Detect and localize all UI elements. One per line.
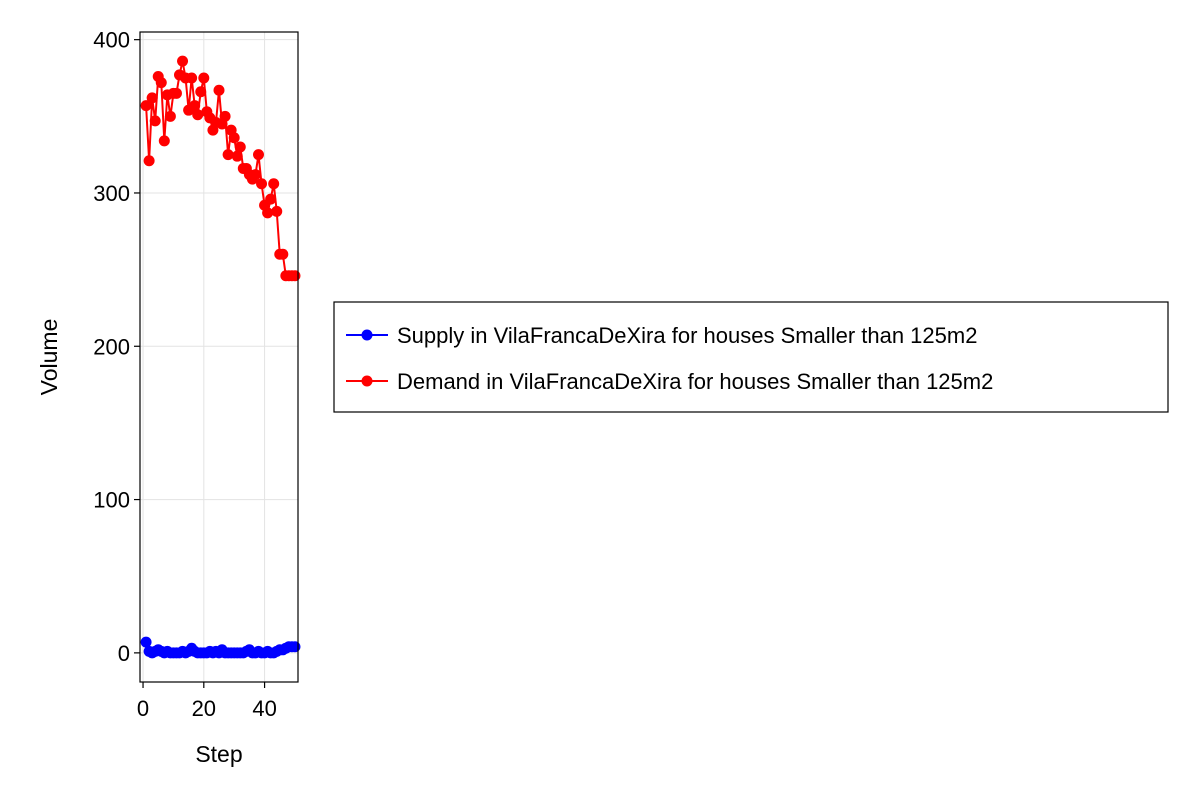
- x-tick-label: 0: [137, 696, 149, 721]
- y-tick-label: 200: [93, 334, 130, 359]
- data-point: [177, 55, 189, 67]
- data-point: [222, 149, 234, 161]
- y-tick-label: 0: [118, 641, 130, 666]
- data-point: [164, 110, 176, 122]
- grid-lines: [140, 32, 298, 682]
- data-point: [256, 178, 268, 190]
- data-point: [219, 110, 231, 122]
- y-tick-label: 300: [93, 181, 130, 206]
- legend-entry: Supply in VilaFrancaDeXira for houses Sm…: [346, 323, 977, 348]
- series-demand: [140, 55, 301, 282]
- plot-frame: [139, 31, 299, 683]
- data-point: [186, 72, 198, 84]
- legend-entry: Demand in VilaFrancaDeXira for houses Sm…: [346, 369, 993, 394]
- data-point: [234, 141, 246, 153]
- legend-items: Supply in VilaFrancaDeXira for houses Sm…: [346, 323, 993, 394]
- y-tick-label: 400: [93, 28, 130, 53]
- data-point: [231, 150, 243, 162]
- y-axis-label: Volume: [36, 319, 62, 396]
- data-point: [228, 132, 240, 144]
- data-point: [262, 207, 274, 219]
- data-point: [140, 100, 152, 112]
- data-point: [189, 100, 201, 112]
- data-point: [140, 636, 152, 648]
- data-point: [155, 77, 167, 89]
- data-point: [198, 72, 210, 84]
- legend-marker-swatch: [361, 375, 373, 387]
- series-supply: [140, 636, 301, 659]
- data-point: [149, 115, 161, 127]
- data-point: [146, 92, 158, 104]
- data-point: [249, 169, 261, 181]
- x-tick-label: 40: [252, 696, 276, 721]
- data-point: [289, 641, 301, 653]
- data-point: [253, 149, 264, 161]
- legend-label: Demand in VilaFrancaDeXira for houses Sm…: [397, 369, 993, 394]
- data-point: [170, 87, 182, 99]
- data-point: [268, 178, 280, 190]
- legend: Supply in VilaFrancaDeXira for houses Sm…: [333, 301, 1169, 413]
- data-point: [158, 135, 170, 147]
- legend-label: Supply in VilaFrancaDeXira for houses Sm…: [397, 323, 977, 348]
- data-point: [195, 86, 207, 98]
- y-tick-label: 100: [93, 488, 130, 513]
- data-point: [143, 155, 155, 167]
- data-point: [271, 205, 283, 217]
- legend-box: [333, 301, 1169, 413]
- data-point: [192, 109, 204, 121]
- series-group: [140, 55, 301, 659]
- data-point: [265, 193, 277, 205]
- x-axis-label: Step: [195, 741, 242, 767]
- data-point: [213, 84, 225, 96]
- x-tick-label: 20: [192, 696, 216, 721]
- legend-marker-swatch: [361, 329, 373, 341]
- data-point: [277, 248, 289, 260]
- data-point: [289, 270, 301, 282]
